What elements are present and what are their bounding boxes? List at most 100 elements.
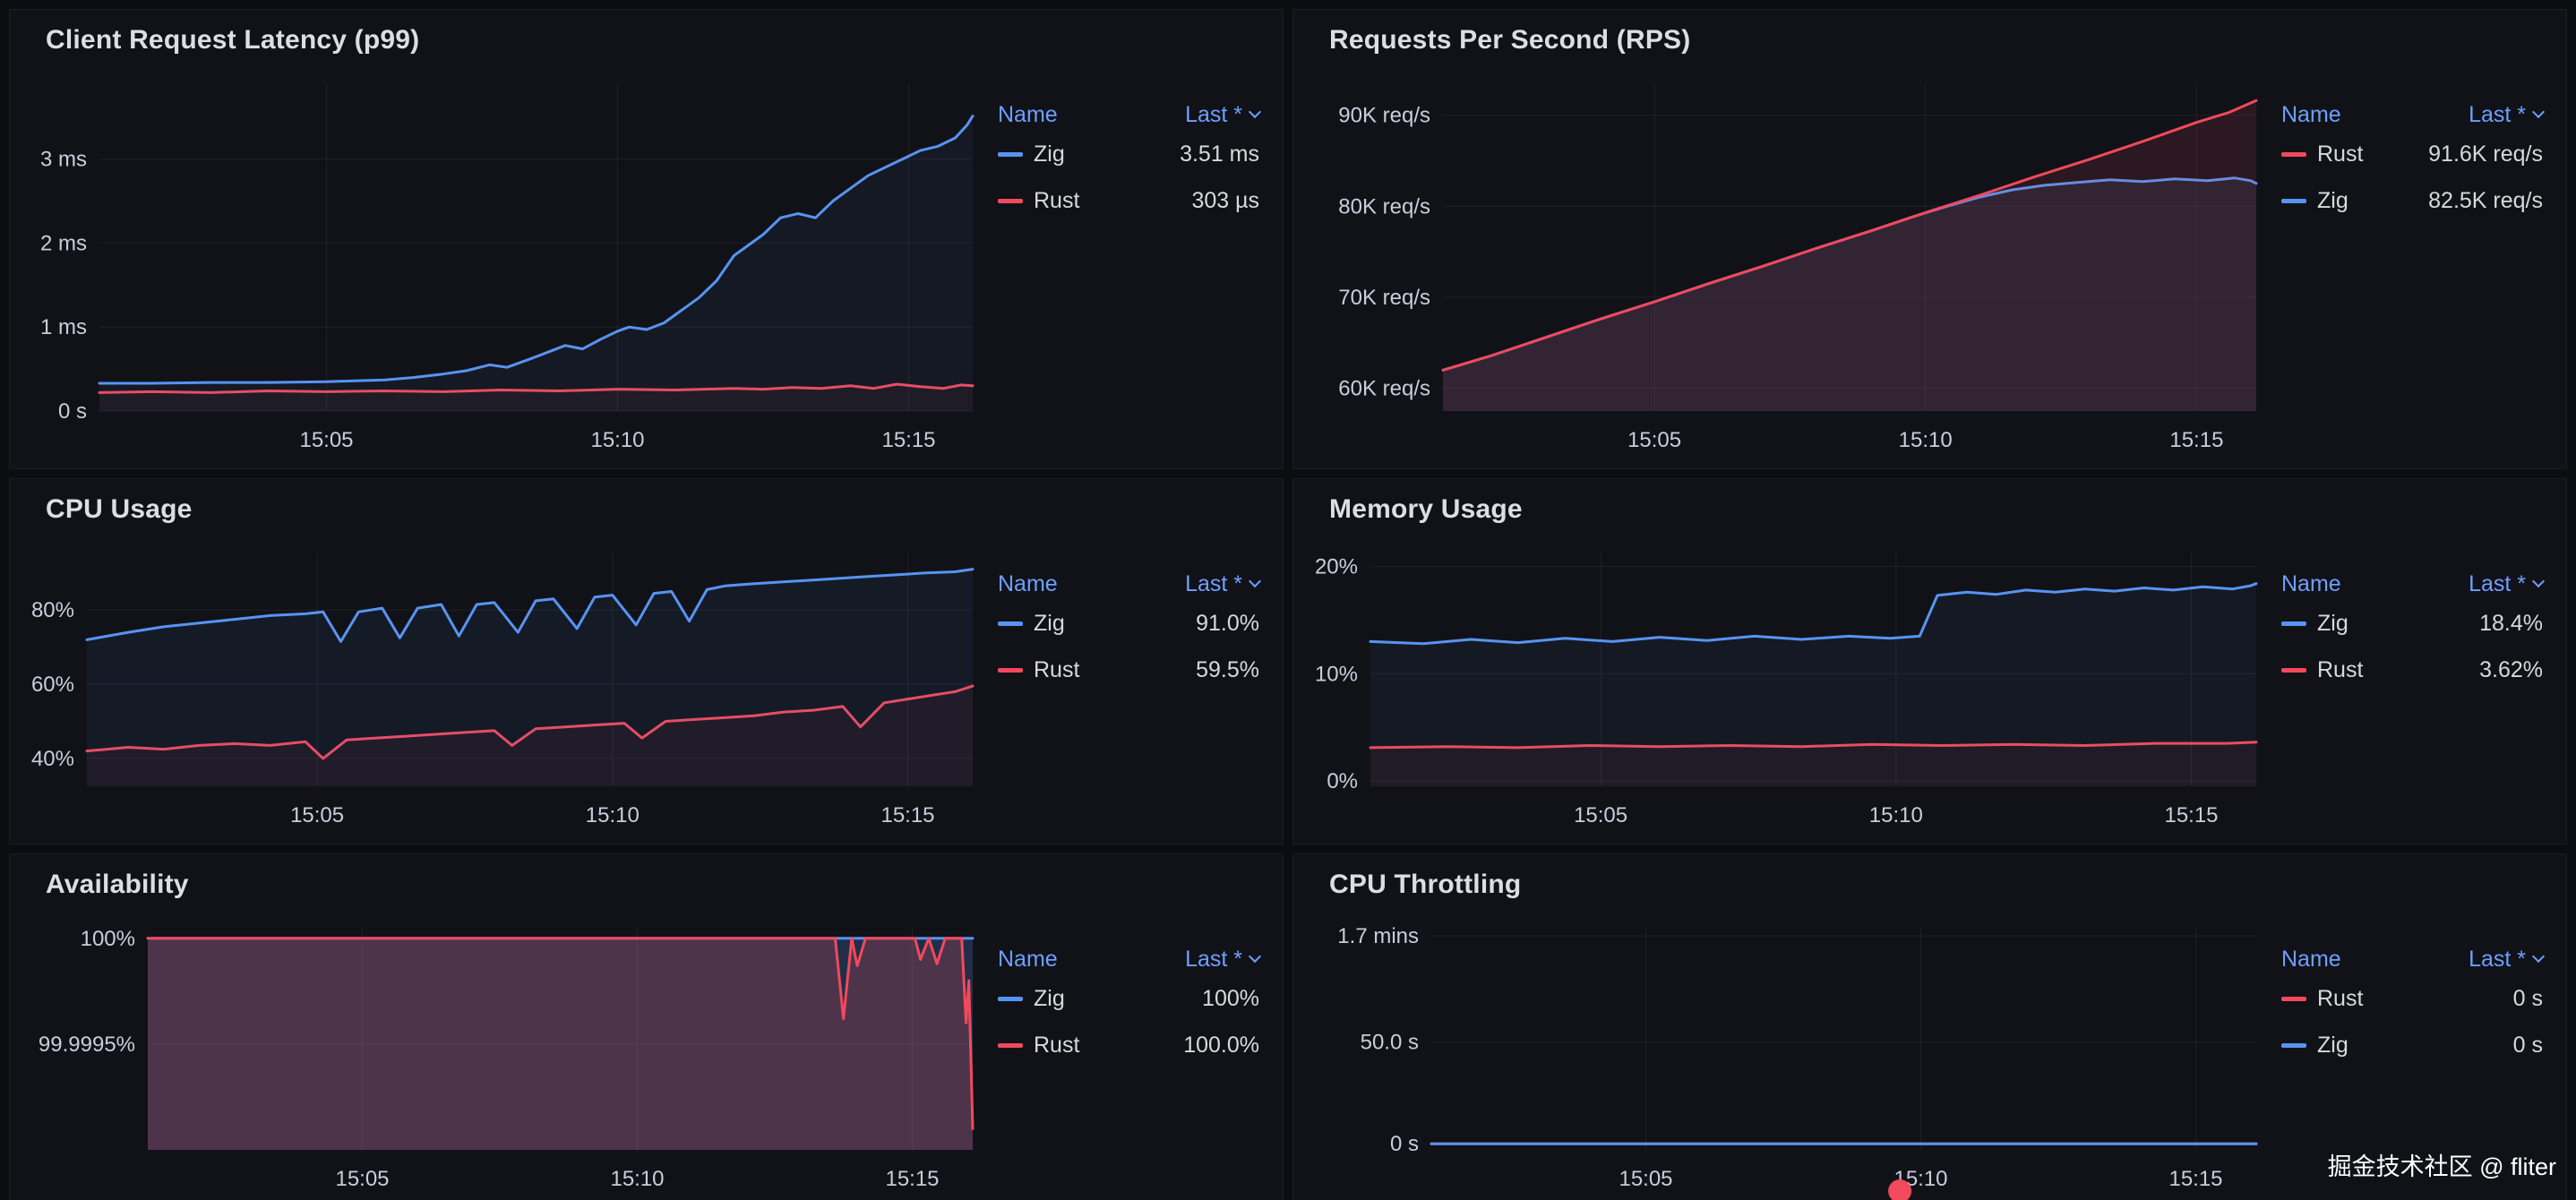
panel-memory-usage: Memory Usage 15:05 15:10 15:15 0% 10% 20% Nam… bbox=[1292, 478, 2567, 844]
legend: Name Last * Rust 0 s Zig 0 s bbox=[2272, 904, 2548, 1200]
chevron-down-icon bbox=[1248, 105, 1262, 119]
panel-body: 15:05 15:10 15:15 0% 10% 20% Name Last * Zig … bbox=[1311, 529, 2548, 836]
legend-row-rust[interactable]: Rust 59.5% bbox=[998, 656, 1259, 683]
svg-text:2 ms: 2 ms bbox=[40, 231, 87, 255]
svg-text:15:10: 15:10 bbox=[1899, 428, 1953, 452]
series-color-swatch bbox=[998, 667, 1023, 673]
legend-name-header[interactable]: Name bbox=[2281, 102, 2341, 127]
legend-row-zig[interactable]: Zig 3.51 ms bbox=[998, 141, 1259, 167]
svg-text:0 s: 0 s bbox=[1390, 1132, 1419, 1156]
series-name: Rust bbox=[2317, 141, 2364, 167]
svg-text:3 ms: 3 ms bbox=[40, 148, 87, 172]
legend-last-header[interactable]: Last * bbox=[2469, 946, 2546, 973]
svg-text:1 ms: 1 ms bbox=[40, 315, 87, 339]
panel-title[interactable]: Requests Per Second (RPS) bbox=[1329, 25, 1691, 55]
legend-row-zig[interactable]: Zig 100% bbox=[998, 985, 1259, 1012]
svg-text:99.9995%: 99.9995% bbox=[39, 1033, 135, 1057]
panel-body: 15:05 15:10 15:15 40% 60% 80% Name Last * Zig… bbox=[28, 529, 1265, 836]
series-name: Zig bbox=[2317, 1033, 2348, 1058]
panel-title[interactable]: CPU Throttling bbox=[1329, 870, 1522, 899]
series-value: 3.62% bbox=[2479, 657, 2543, 682]
legend-last-header[interactable]: Last * bbox=[1185, 570, 1262, 597]
panel-title[interactable]: Memory Usage bbox=[1329, 494, 1523, 524]
legend: Name Last * Zig 3.51 ms Rust 303 µs bbox=[989, 60, 1265, 461]
svg-text:50.0 s: 50.0 s bbox=[1361, 1030, 1419, 1054]
panel-body: 15:05 15:10 15:15 60K req/s 70K req/s 80K req… bbox=[1311, 60, 2548, 461]
svg-text:15:15: 15:15 bbox=[881, 428, 935, 452]
panel-requests-per-second: Requests Per Second (RPS) 15:05 15:10 15:1… bbox=[1292, 9, 2567, 469]
series-color-swatch bbox=[2281, 1042, 2306, 1048]
panel-cpu-usage: CPU Usage 15:05 15:10 15:15 40% 60% 80% Name … bbox=[9, 478, 1284, 844]
legend-last-header[interactable]: Last * bbox=[1185, 946, 1262, 973]
legend-row-zig[interactable]: Zig 18.4% bbox=[2281, 610, 2543, 637]
availability-chart[interactable]: 15:05 15:10 15:15 99.9995% 100% bbox=[28, 904, 989, 1200]
svg-text:0%: 0% bbox=[1327, 769, 1358, 793]
legend-name-header[interactable]: Name bbox=[2281, 571, 2341, 596]
svg-text:15:10: 15:10 bbox=[590, 428, 644, 452]
rps-chart[interactable]: 15:05 15:10 15:15 60K req/s 70K req/s 80K req… bbox=[1311, 60, 2272, 461]
legend-row-rust[interactable]: Rust 91.6K req/s bbox=[2281, 141, 2543, 167]
svg-text:15:15: 15:15 bbox=[2168, 1167, 2222, 1191]
legend-last-header[interactable]: Last * bbox=[1185, 101, 1262, 128]
legend-header: Name Last * bbox=[2281, 570, 2546, 597]
chart-svg[interactable]: 15:05 15:10 15:15 60K req/s 70K req/s 80K req… bbox=[1311, 60, 2272, 461]
legend-row-rust[interactable]: Rust 303 µs bbox=[998, 187, 1259, 214]
legend-row-rust[interactable]: Rust 3.62% bbox=[2281, 656, 2543, 683]
svg-text:15:05: 15:05 bbox=[1627, 428, 1681, 452]
series-value: 82.5K req/s bbox=[2428, 188, 2543, 213]
svg-text:15:05: 15:05 bbox=[335, 1167, 389, 1191]
chart-svg[interactable]: 15:05 15:10 15:15 0% 10% 20% bbox=[1311, 529, 2272, 836]
legend-name-header[interactable]: Name bbox=[998, 947, 1058, 972]
chevron-down-icon bbox=[1248, 949, 1262, 964]
legend-header: Name Last * bbox=[2281, 101, 2546, 128]
svg-text:80%: 80% bbox=[31, 598, 74, 622]
legend: Name Last * Rust 91.6K req/s Zig 82.5K r… bbox=[2272, 60, 2548, 461]
svg-text:40%: 40% bbox=[31, 747, 74, 771]
series-value: 0 s bbox=[2512, 986, 2543, 1011]
legend-row-rust[interactable]: Rust 100.0% bbox=[998, 1032, 1259, 1059]
cpu-throttling-chart[interactable]: 15:05 15:10 15:15 0 s 50.0 s 1.7 mins bbox=[1311, 904, 2272, 1200]
legend-row-zig[interactable]: Zig 91.0% bbox=[998, 610, 1259, 637]
series-color-swatch bbox=[998, 151, 1023, 157]
panel-title[interactable]: CPU Usage bbox=[46, 494, 193, 524]
series-name: Zig bbox=[1034, 986, 1065, 1011]
series-name: Rust bbox=[1034, 188, 1080, 213]
chart-svg[interactable]: 15:05 15:10 15:150 s50.0 s1.7 mins bbox=[1311, 904, 2272, 1200]
chart-svg[interactable]: 15:05 15:10 15:15 40% 60% 80% bbox=[28, 529, 989, 836]
legend-header: Name Last * bbox=[998, 946, 1262, 973]
series-value: 59.5% bbox=[1196, 657, 1259, 682]
memory-usage-chart[interactable]: 15:05 15:10 15:15 0% 10% 20% bbox=[1311, 529, 2272, 836]
annotation-dot bbox=[1888, 1179, 1912, 1200]
panel-client-request-latency: Client Request Latency (p99) 15:05 15:10 1… bbox=[9, 9, 1284, 469]
latency-chart[interactable]: 15:05 15:10 15:15 0 s 1 ms 2 ms 3 ms bbox=[28, 60, 989, 461]
legend-name-header[interactable]: Name bbox=[998, 571, 1058, 596]
legend: Name Last * Zig 100% Rust 100.0% bbox=[989, 904, 1265, 1200]
chevron-down-icon bbox=[2531, 949, 2546, 964]
svg-text:15:15: 15:15 bbox=[885, 1167, 939, 1191]
legend-name-header[interactable]: Name bbox=[998, 102, 1058, 127]
cpu-usage-chart[interactable]: 15:05 15:10 15:15 40% 60% 80% bbox=[28, 529, 989, 836]
legend-row-zig[interactable]: Zig 0 s bbox=[2281, 1032, 2543, 1059]
chart-svg[interactable]: 15:05 15:10 15:15 0 s 1 ms 2 ms 3 ms bbox=[28, 60, 989, 461]
series-color-swatch bbox=[998, 1042, 1023, 1048]
legend-name-header[interactable]: Name bbox=[2281, 947, 2341, 972]
panel-title[interactable]: Availability bbox=[46, 870, 189, 899]
series-name: Zig bbox=[1034, 611, 1065, 636]
series-value: 0 s bbox=[2512, 1033, 2543, 1058]
series-name: Rust bbox=[2317, 657, 2364, 682]
legend-last-header[interactable]: Last * bbox=[2469, 570, 2546, 597]
svg-text:15:05: 15:05 bbox=[299, 428, 353, 452]
series-color-swatch bbox=[2281, 621, 2306, 626]
panel-title[interactable]: Client Request Latency (p99) bbox=[46, 25, 420, 55]
svg-text:15:05: 15:05 bbox=[290, 803, 344, 827]
series-value: 100% bbox=[1202, 986, 1259, 1011]
legend-row-rust[interactable]: Rust 0 s bbox=[2281, 985, 2543, 1012]
svg-text:15:10: 15:10 bbox=[610, 1167, 664, 1191]
chevron-down-icon bbox=[2531, 105, 2546, 119]
chart-svg[interactable]: 15:05 15:10 15:15 99.9995% 100% bbox=[28, 904, 989, 1200]
legend-last-header[interactable]: Last * bbox=[2469, 101, 2546, 128]
legend-header: Name Last * bbox=[998, 101, 1262, 128]
svg-text:15:15: 15:15 bbox=[880, 803, 934, 827]
legend-row-zig[interactable]: Zig 82.5K req/s bbox=[2281, 187, 2543, 214]
